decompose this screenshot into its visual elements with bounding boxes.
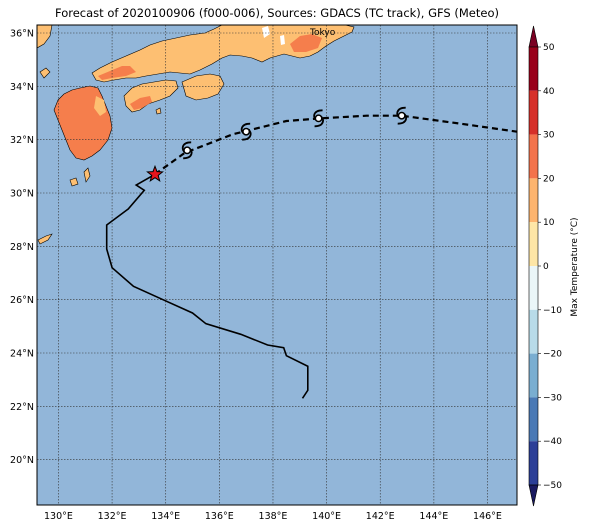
graticule xyxy=(37,25,517,505)
tropical-storm-symbol xyxy=(396,106,408,125)
colorbar-tick-label: 0 xyxy=(543,262,549,272)
forecast-storm-symbols xyxy=(181,106,408,160)
colorbar-tick-label: −50 xyxy=(543,481,562,491)
land-korea-island xyxy=(39,67,51,79)
city-label-tokyo: Tokyo xyxy=(309,28,336,38)
colorbar-bin xyxy=(529,266,538,310)
colorbar-bin xyxy=(529,134,538,179)
storm-symbol-center xyxy=(397,111,406,120)
lon-tick-label: 142°E xyxy=(366,511,395,522)
colorbar-tick-label: 50 xyxy=(543,43,555,53)
colorbar-extend-min xyxy=(528,484,539,507)
lon-tick-label: 130°E xyxy=(44,511,73,522)
lon-tick-label: 140°E xyxy=(312,511,341,522)
land-honshu-hot-2 xyxy=(280,35,285,45)
colorbar-bin xyxy=(529,353,538,398)
colorbar-bin xyxy=(529,222,538,266)
colorbar-tick-label: 40 xyxy=(543,87,555,97)
lat-tick-label: 32°N xyxy=(10,135,34,146)
colorbar-bin xyxy=(529,47,538,91)
lat-tick-label: 24°N xyxy=(10,349,34,360)
lat-tick-label: 34°N xyxy=(10,82,34,93)
colorbar-bin xyxy=(529,90,538,135)
colorbar-extend-max xyxy=(528,25,539,48)
lat-tick-label: 36°N xyxy=(10,29,34,40)
lon-tick-label: 144°E xyxy=(419,511,448,522)
land-honshu xyxy=(91,25,355,83)
lon-tick-label: 138°E xyxy=(259,511,288,522)
colorbar-bin xyxy=(529,441,538,485)
island-izu xyxy=(155,107,162,115)
forecast-storm-track xyxy=(154,114,518,176)
land-shikoku-warm xyxy=(130,96,152,110)
lat-tick-label: 30°N xyxy=(10,189,34,200)
colorbar-tick-label: 20 xyxy=(543,174,555,184)
map-title: Forecast of 2020100906 (f000-006), Sourc… xyxy=(55,6,499,20)
lon-tick-label: 134°E xyxy=(151,511,180,522)
colorbar-bin xyxy=(529,397,538,442)
colorbar-bin xyxy=(529,178,538,223)
colorbar-label: Max Temperature (°C) xyxy=(570,217,580,316)
tropical-storm-symbol xyxy=(313,109,324,128)
storm-symbol-center xyxy=(314,114,323,123)
lat-tick-label: 26°N xyxy=(10,295,34,306)
colorbar-bin xyxy=(529,309,538,354)
current-position-star xyxy=(146,164,164,182)
island-tanegashima xyxy=(83,167,91,183)
lon-tick-label: 136°E xyxy=(205,511,234,522)
land-korea xyxy=(37,25,53,49)
colorbar-tick-label: 10 xyxy=(543,218,555,228)
land-honshu-warm-2 xyxy=(290,34,322,52)
land-honshu-warm xyxy=(98,66,136,80)
colorbar-tick-label: −10 xyxy=(543,306,562,316)
island-yakushima xyxy=(69,177,79,187)
longitude-labels: 130°E 132°E 134°E 136°E 138°E 140°E 142°E 144°E… xyxy=(44,511,502,522)
lat-tick-label: 22°N xyxy=(10,402,34,413)
land-kyushu-cool xyxy=(94,96,106,116)
colorbar-tick-label: −40 xyxy=(543,437,562,447)
lon-tick-label: 132°E xyxy=(98,511,127,522)
island-amami xyxy=(37,233,53,245)
past-storm-track xyxy=(105,173,309,399)
land-layer xyxy=(37,25,355,245)
colorbar-tick-label: −20 xyxy=(543,350,562,360)
colorbar: 50 40 30 20 10 0 −10 −20 −30 −40 −50 xyxy=(528,25,562,507)
storm-symbol-center xyxy=(242,127,251,136)
land-honshu-hot xyxy=(262,26,270,38)
lat-tick-label: 20°N xyxy=(10,455,34,466)
storm-symbol-center xyxy=(183,146,192,155)
lat-tick-label: 28°N xyxy=(10,242,34,253)
colorbar-tick-label: −30 xyxy=(543,393,562,403)
lon-tick-label: 146°E xyxy=(473,511,502,522)
latitude-labels: 36°N 34°N 32°N 30°N 28°N 26°N 24°N 22°N 20°N xyxy=(10,29,34,467)
land-kii xyxy=(181,73,225,101)
colorbar-tick-label: 30 xyxy=(543,131,555,141)
map-frame xyxy=(36,24,518,506)
tropical-storm-symbol xyxy=(240,122,252,141)
tropical-storm-symbol xyxy=(181,141,193,160)
ocean-area xyxy=(37,25,517,505)
